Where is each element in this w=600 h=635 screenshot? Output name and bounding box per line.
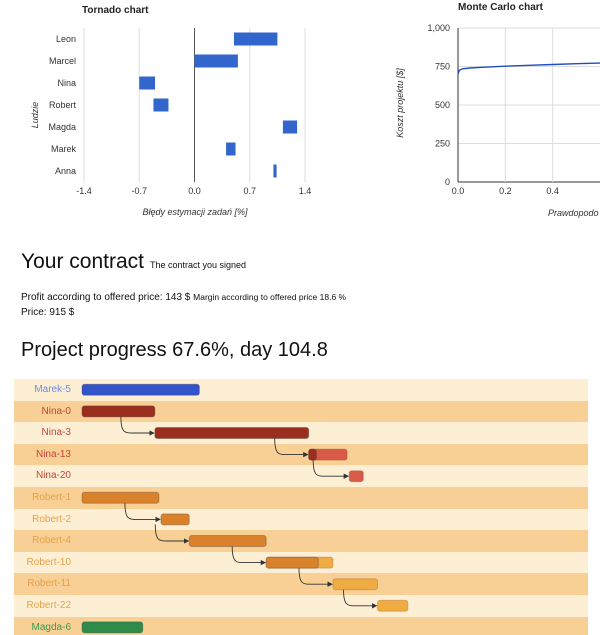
gantt-task-label: Robert-11 [27,578,71,590]
gantt-row: Robert-4 [14,530,588,552]
tornado-x-tick-label: 0.0 [188,186,201,196]
monte-carlo-chart-title: Monte Carlo chart [458,2,544,13]
monte-carlo-y-tick-label: 750 [435,62,450,72]
tornado-category-label: Robert [49,100,77,110]
gantt-dependency-arrow [120,416,155,436]
tornado-bar [139,76,156,90]
gantt-task-label: Robert-22 [26,600,71,611]
tornado-category-label: Anna [55,166,76,176]
tornado-x-tick-label: -0.7 [131,186,147,196]
gantt-task-label: Robert-10 [26,556,71,568]
monte-carlo-y-tick-label: 0 [445,177,450,187]
gantt-task-label: Robert-1 [32,492,71,503]
gantt-dependency-arrow [312,459,350,479]
monte-carlo-y-tick-label: 250 [435,139,450,149]
monte-carlo-y-tick-label: 1,000 [427,23,450,33]
monte-carlo-x-tick-label: 0.2 [499,186,512,196]
gantt-task-label: Magda-6 [31,621,71,633]
gantt-dependency-arrow [124,502,161,523]
gantt-task-label: Robert-2 [32,513,71,525]
tornado-bar [153,98,169,112]
gantt-task-label: Nina-3 [41,427,71,439]
tornado-x-axis-label: Błędy estymacji zadań [%] [142,207,248,217]
tornado-category-label: Nina [57,78,76,88]
project-progress-title: Project progress 67.6%, day 104.8 [21,339,328,361]
tornado-x-tick-label: 0.7 [243,186,256,196]
gantt-task-label: Nina-0 [41,405,71,417]
gantt-bar-remaining [377,599,409,612]
gantt-row: Robert-2 [14,508,588,531]
gantt-task-label: Nina-20 [35,470,71,482]
gantt-task-label: Robert-4 [32,535,71,547]
tornado-chart: -1.4 -0.7 0.0 0.7 1.4 Leon Marcel Nina Robert Mag… [48,28,312,196]
monte-carlo-x-axis-label: Prawdopodo [548,208,599,218]
gantt-bar-completed [188,535,267,547]
tornado-category-label: Marcel [49,56,76,66]
gantt-dependency-arrow [298,567,333,587]
gantt-task-label: Nina-13 [35,448,71,460]
gantt-row: Robert-1 [14,487,588,509]
monte-carlo-x-tick-label: 0.0 [452,186,465,196]
gantt-task-label: Marek-5 [34,384,71,395]
tornado-bar [282,120,298,134]
gantt-bar-remaining [332,578,379,591]
gantt-bar-completed [81,491,160,504]
gantt-row: Nina-20 [14,465,588,487]
gantt-row: Magda-6 [14,616,588,635]
gantt-bar-completed [81,383,200,396]
tornado-y-axis-label: Ludzie [30,101,40,129]
monte-carlo-y-axis-label: Koszt projektu [$] [395,68,405,138]
gantt-bar-completed [265,556,319,569]
margin-label: Margin according to offered price 18.6 % [193,292,347,302]
monte-carlo-y-tick-label: 500 [435,100,450,110]
price-label: Price: 915 $ [21,307,75,318]
gantt-row: Robert-22 [14,595,588,617]
profit-label: Profit according to offered price: 143 $ [21,292,191,303]
gantt-bar-completed [81,621,144,634]
gantt-bar-completed [81,405,156,418]
tornado-chart-title: Tornado chart [82,5,149,16]
gantt-row: Nina-0 [14,400,588,423]
gantt-bars [81,383,409,634]
tornado-category-label: Magda [48,122,76,132]
contract-subtitle: The contract you signed [150,260,247,270]
tornado-bar [233,32,278,46]
gantt-row: Robert-11 [14,573,588,595]
tornado-category-label: Marek [51,144,77,154]
tornado-bar [226,142,236,156]
profit-line: Profit according to offered price: 143 $… [21,292,346,303]
contract-title: Your contract [21,250,144,273]
monte-carlo-x-tick-label: 0.4 [546,186,559,196]
tornado-bar [273,164,277,178]
monte-carlo-series-line [457,62,600,75]
gantt-bar-completed [160,513,190,526]
tornado-x-tick-label: 1.4 [299,186,312,196]
gantt-dependency-arrow [274,437,309,458]
gantt-bar-remaining [348,470,364,483]
gantt-bar-completed [154,427,310,439]
gantt-dependency-arrow [154,524,190,544]
tornado-x-tick-label: -1.4 [76,186,92,196]
gantt-dependency-arrow [343,589,378,609]
tornado-category-label: Leon [56,34,76,44]
tornado-bar [194,54,238,68]
monte-carlo-chart: 0 250 500 750 1,000 0.0 0.2 0.4 [427,23,600,196]
gantt-chart: Marek-5 Nina-0 Nina-3 Nina-13 Nina-20 Robert-… [14,379,588,635]
gantt-dependency-arrow [231,545,267,566]
gantt-bar-completed [308,448,317,461]
